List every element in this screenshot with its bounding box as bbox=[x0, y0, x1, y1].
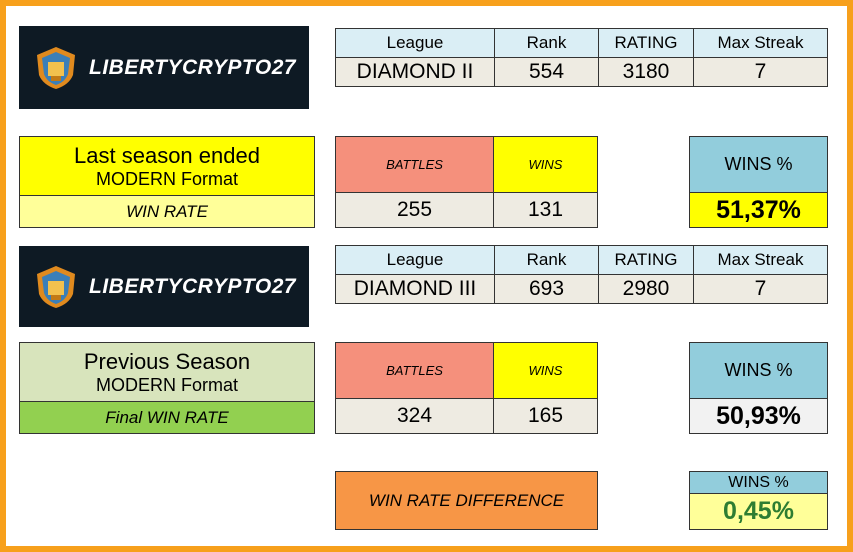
previous-battles-label: BATTLES bbox=[335, 342, 494, 399]
rating-header: RATING bbox=[598, 28, 694, 58]
previous-wins-pct: 50,93% bbox=[689, 398, 828, 434]
current-rate-label: WIN RATE bbox=[19, 195, 315, 228]
win-rate-difference-label: WIN RATE DIFFERENCE bbox=[335, 471, 598, 530]
trophy-badge-icon bbox=[37, 46, 75, 89]
league-header-2: League bbox=[335, 245, 495, 275]
previous-rating: 2980 bbox=[598, 274, 694, 304]
previous-wins-pct-label: WINS % bbox=[689, 342, 828, 399]
current-battles: 255 bbox=[335, 192, 494, 228]
trophy-badge-icon bbox=[37, 265, 75, 308]
current-battles-label: BATTLES bbox=[335, 136, 494, 193]
max-streak-header: Max Streak bbox=[693, 28, 828, 58]
previous-wins-label: WINS bbox=[493, 342, 598, 399]
current-wins-pct-label: WINS % bbox=[689, 136, 828, 193]
current-wins-label: WINS bbox=[493, 136, 598, 193]
current-season-title: Last season ended MODERN Format bbox=[19, 136, 315, 195]
previous-wins: 165 bbox=[493, 398, 598, 434]
difference-wins-pct-label: WINS % bbox=[689, 471, 828, 494]
previous-max-streak: 7 bbox=[693, 274, 828, 304]
brand-name-2: LIBERTYCRYPTO27 bbox=[89, 274, 297, 298]
current-stats-table: League Rank RATING Max Streak DIAMOND II… bbox=[335, 28, 828, 87]
league-header: League bbox=[335, 28, 495, 58]
rank-header: Rank bbox=[494, 28, 599, 58]
brand-logo-2: LIBERTYCRYPTO27 bbox=[19, 246, 309, 327]
current-league: DIAMOND II bbox=[335, 57, 495, 87]
brand-logo: LIBERTYCRYPTO27 bbox=[19, 26, 309, 109]
brand-name: LIBERTYCRYPTO27 bbox=[89, 55, 297, 79]
previous-season-title: Previous Season MODERN Format bbox=[19, 342, 315, 401]
previous-format: MODERN Format bbox=[95, 374, 238, 395]
previous-rank: 693 bbox=[494, 274, 599, 304]
current-rating: 3180 bbox=[598, 57, 694, 87]
current-title: Last season ended bbox=[74, 142, 260, 168]
previous-battles: 324 bbox=[335, 398, 494, 434]
current-wins: 131 bbox=[493, 192, 598, 228]
current-format: MODERN Format bbox=[95, 168, 238, 189]
difference-value: 0,45% bbox=[689, 493, 828, 530]
current-wins-pct: 51,37% bbox=[689, 192, 828, 228]
current-rank: 554 bbox=[494, 57, 599, 87]
previous-stats-table: League Rank RATING Max Streak DIAMOND II… bbox=[335, 245, 828, 304]
previous-rate-label: Final WIN RATE bbox=[19, 401, 315, 434]
rating-header-2: RATING bbox=[598, 245, 694, 275]
current-max-streak: 7 bbox=[693, 57, 828, 87]
rank-header-2: Rank bbox=[494, 245, 599, 275]
previous-title: Previous Season bbox=[83, 348, 251, 374]
previous-league: DIAMOND III bbox=[335, 274, 495, 304]
max-streak-header-2: Max Streak bbox=[693, 245, 828, 275]
